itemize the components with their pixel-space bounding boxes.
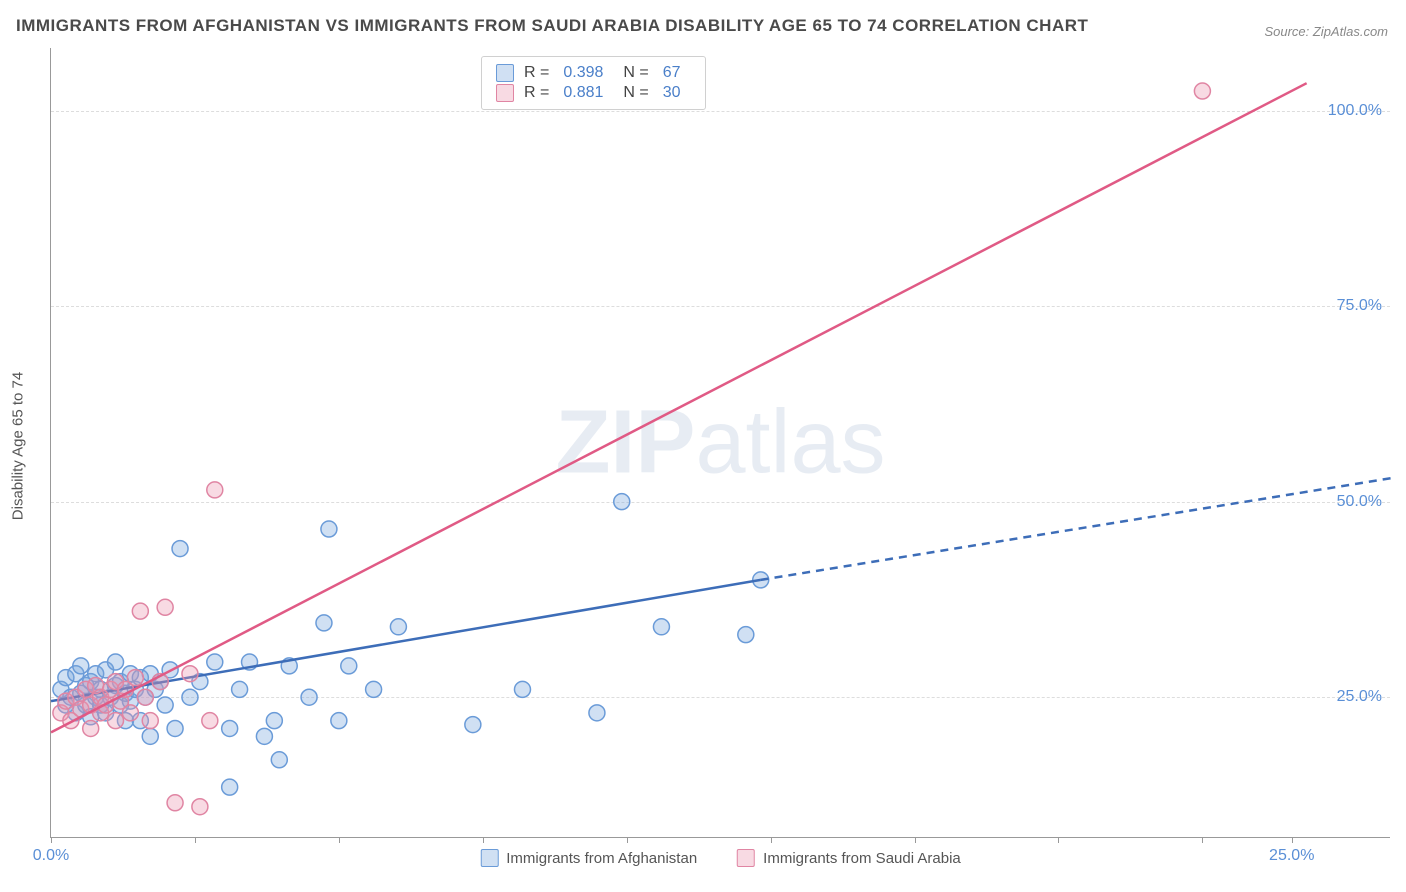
scatter-point: [301, 689, 317, 705]
scatter-point: [192, 799, 208, 815]
y-axis-label: Disability Age 65 to 74: [10, 372, 27, 520]
scatter-point: [738, 627, 754, 643]
x-tick: [915, 837, 916, 843]
scatter-point: [390, 619, 406, 635]
scatter-point: [316, 615, 332, 631]
scatter-point: [465, 717, 481, 733]
scatter-point: [73, 658, 89, 674]
legend-swatch: [480, 849, 498, 867]
legend-r-value: 0.398: [563, 64, 603, 82]
legend-swatch: [496, 84, 514, 102]
scatter-point: [142, 728, 158, 744]
scatter-point: [321, 521, 337, 537]
series-legend: Immigrants from Afghanistan Immigrants f…: [480, 849, 961, 867]
x-tick: [1058, 837, 1059, 843]
scatter-point: [207, 482, 223, 498]
scatter-point: [341, 658, 357, 674]
x-tick: [195, 837, 196, 843]
scatter-point: [202, 713, 218, 729]
legend-row: R = 0.398 N = 67: [496, 63, 691, 83]
scatter-point: [271, 752, 287, 768]
scatter-point: [167, 720, 183, 736]
scatter-point: [83, 720, 99, 736]
scatter-point: [222, 779, 238, 795]
scatter-point: [108, 713, 124, 729]
scatter-point: [122, 705, 138, 721]
scatter-point: [167, 795, 183, 811]
correlation-legend: R = 0.398 N = 67 R = 0.881 N = 30: [481, 56, 706, 110]
x-tick: [627, 837, 628, 843]
series-legend-item: Immigrants from Afghanistan: [480, 849, 697, 867]
scatter-point: [232, 681, 248, 697]
scatter-point: [589, 705, 605, 721]
scatter-point: [514, 681, 530, 697]
legend-row: R = 0.881 N = 30: [496, 83, 691, 103]
x-tick: [483, 837, 484, 843]
x-tick-label: 0.0%: [33, 847, 69, 865]
scatter-point: [142, 713, 158, 729]
x-tick-label: 25.0%: [1269, 847, 1314, 865]
regression-line-extrapolated: [761, 478, 1391, 580]
x-tick: [771, 837, 772, 843]
legend-swatch: [496, 64, 514, 82]
legend-n-value: 67: [663, 64, 681, 82]
series-legend-label: Immigrants from Saudi Arabia: [763, 850, 961, 867]
chart-container: IMMIGRANTS FROM AFGHANISTAN VS IMMIGRANT…: [0, 0, 1406, 892]
scatter-point: [207, 654, 223, 670]
scatter-plot-svg: [51, 48, 1390, 837]
series-legend-label: Immigrants from Afghanistan: [506, 850, 697, 867]
plot-area: ZIPatlas 25.0%50.0%75.0%100.0% 0.0%25.0%…: [50, 48, 1390, 838]
scatter-point: [172, 541, 188, 557]
legend-n-label: N =: [623, 84, 648, 102]
series-legend-item: Immigrants from Saudi Arabia: [737, 849, 961, 867]
source-attribution: Source: ZipAtlas.com: [1264, 24, 1388, 39]
scatter-point: [182, 689, 198, 705]
x-tick: [1292, 837, 1293, 843]
scatter-point: [137, 689, 153, 705]
scatter-point: [222, 720, 238, 736]
scatter-point: [614, 494, 630, 510]
scatter-point: [182, 666, 198, 682]
regression-line: [51, 83, 1307, 732]
legend-n-value: 30: [663, 84, 681, 102]
scatter-point: [256, 728, 272, 744]
legend-r-label: R =: [524, 84, 549, 102]
scatter-point: [108, 654, 124, 670]
scatter-point: [132, 603, 148, 619]
chart-title: IMMIGRANTS FROM AFGHANISTAN VS IMMIGRANT…: [16, 16, 1088, 36]
scatter-point: [331, 713, 347, 729]
scatter-point: [127, 670, 143, 686]
scatter-point: [157, 697, 173, 713]
scatter-point: [266, 713, 282, 729]
legend-r-label: R =: [524, 64, 549, 82]
legend-swatch: [737, 849, 755, 867]
legend-r-value: 0.881: [563, 84, 603, 102]
scatter-point: [1194, 83, 1210, 99]
x-tick: [51, 837, 52, 843]
x-tick: [339, 837, 340, 843]
legend-n-label: N =: [623, 64, 648, 82]
scatter-point: [157, 599, 173, 615]
x-tick: [1202, 837, 1203, 843]
scatter-point: [366, 681, 382, 697]
scatter-point: [653, 619, 669, 635]
